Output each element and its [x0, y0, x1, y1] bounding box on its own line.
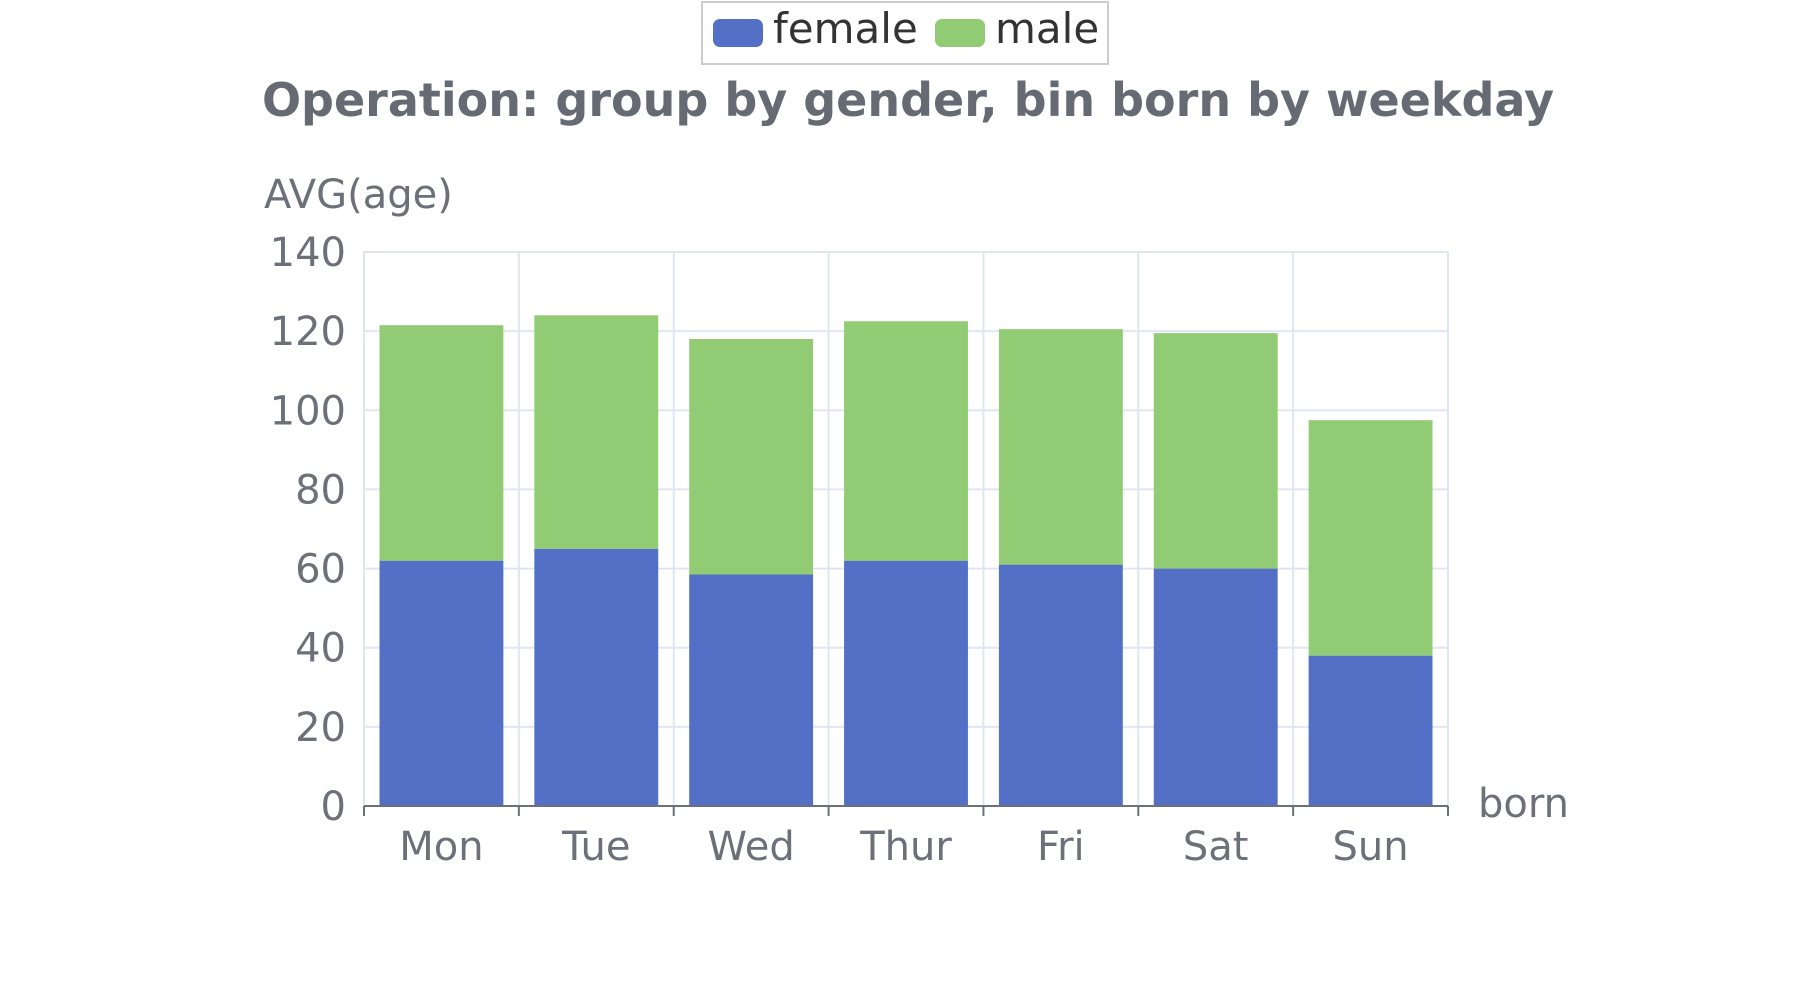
bar-female-thur[interactable] [844, 560, 968, 806]
bar-male-tue[interactable] [534, 315, 659, 549]
legend-label-female[interactable]: female [773, 4, 918, 53]
bar-female-fri[interactable] [998, 564, 1123, 806]
x-tick-label: Sat [1183, 824, 1249, 870]
bar-male-sun[interactable] [1308, 420, 1433, 656]
bar-female-sat[interactable] [1153, 568, 1278, 806]
bar-male-mon[interactable] [379, 325, 504, 561]
legend-swatch-female[interactable] [713, 19, 763, 47]
x-tick-label: Fri [1037, 824, 1085, 870]
axes: 0 20 40 60 80 100 120 140 Mon Tue Wed Thur Fri Sat Sun [270, 230, 1449, 870]
x-tick-label: Thur [859, 824, 952, 870]
legend-label-male[interactable]: male [995, 4, 1099, 53]
x-tick-label: Tue [561, 824, 630, 870]
x-tick-label: Sun [1333, 824, 1409, 870]
y-tick-label: 60 [295, 547, 346, 593]
y-axis-name: AVG(age) [264, 172, 453, 218]
x-axis-name: born [1478, 781, 1569, 827]
legend-border [701, 1, 1109, 65]
bars [379, 315, 1433, 806]
chart-title: Operation: group by gender, bin born by … [262, 73, 1554, 127]
y-tick-label: 0 [321, 784, 346, 830]
y-tick-label: 140 [270, 230, 346, 276]
y-tick-label: 20 [295, 705, 346, 751]
legend-swatch-male[interactable] [935, 19, 985, 47]
bar-male-thur[interactable] [844, 321, 968, 561]
bar-male-wed[interactable] [689, 339, 814, 575]
bar-male-sat[interactable] [1153, 333, 1278, 569]
bar-female-wed[interactable] [689, 574, 814, 806]
x-tick-label: Wed [708, 824, 795, 870]
x-tick-label: Mon [399, 824, 483, 870]
bar-female-tue[interactable] [534, 548, 659, 806]
bar-female-mon[interactable] [379, 560, 504, 806]
y-tick-label: 120 [270, 309, 346, 355]
legend: female male [701, 1, 1109, 65]
bar-male-fri[interactable] [998, 329, 1123, 565]
y-tick-label: 100 [270, 388, 346, 434]
y-tick-label: 80 [295, 467, 346, 513]
bar-female-sun[interactable] [1308, 655, 1433, 806]
y-tick-label: 40 [295, 626, 346, 672]
